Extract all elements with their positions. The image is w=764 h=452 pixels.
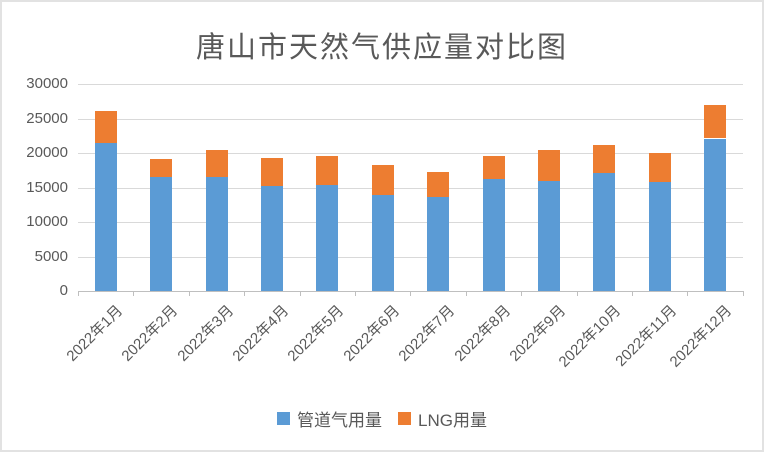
bar-pipeline-gas-2022年11月 <box>648 181 671 291</box>
y-tick-label: 15000 <box>26 178 68 196</box>
legend: 管道气用量 LNG用量 <box>2 406 762 431</box>
axis-tick <box>521 291 523 296</box>
axis-tick <box>632 291 633 296</box>
bar-lng-2022年12月 <box>704 105 727 139</box>
y-tick-label: 0 <box>59 282 68 299</box>
gridline <box>78 153 743 154</box>
gridline <box>78 222 743 223</box>
axis-tick <box>742 291 744 296</box>
axis-tick <box>244 291 246 296</box>
gridline <box>78 118 743 120</box>
gridline <box>78 256 743 258</box>
bar-pipeline-gas-2022年10月 <box>593 173 616 291</box>
bar-pipeline-gas-2022年7月 <box>427 197 450 291</box>
legend-swatch-pipeline-gas <box>277 412 291 425</box>
legend-label-pipeline-gas: 管道气用量 <box>297 411 383 430</box>
bar-lng-2022年9月 <box>537 149 560 181</box>
legend-label-lng: LNG用量 <box>418 411 487 430</box>
bar-lng-2022年2月 <box>150 158 173 178</box>
gridline <box>78 187 743 189</box>
axis-tick <box>355 291 356 296</box>
axis-tick <box>687 291 689 296</box>
axis-tick <box>465 291 467 296</box>
bar-lng-2022年1月 <box>94 110 117 144</box>
bar-pipeline-gas-2022年6月 <box>371 195 394 291</box>
bar-lng-2022年3月 <box>205 149 228 178</box>
y-tick-label: 25000 <box>26 109 68 127</box>
bar-lng-2022年5月 <box>316 155 339 185</box>
bar-pipeline-gas-2022年1月 <box>94 143 117 291</box>
bar-lng-2022年4月 <box>260 157 283 187</box>
bar-pipeline-gas-2022年4月 <box>260 186 283 291</box>
bar-pipeline-gas-2022年3月 <box>205 177 228 291</box>
axis-tick <box>188 291 190 296</box>
bar-lng-2022年8月 <box>482 156 505 179</box>
axis-tick <box>78 291 79 296</box>
y-tick-label: 20000 <box>26 144 68 161</box>
bar-pipeline-gas-2022年12月 <box>704 138 727 291</box>
axis-tick <box>133 291 135 296</box>
y-tick-label: 5000 <box>34 247 68 265</box>
axis-tick <box>299 291 301 296</box>
bar-lng-2022年7月 <box>427 171 450 198</box>
bar-lng-2022年10月 <box>593 145 616 173</box>
chart-title: 唐山市天然气供应量对比图 <box>195 32 568 64</box>
axis-tick <box>410 291 412 296</box>
bar-lng-2022年11月 <box>648 153 671 182</box>
bar-pipeline-gas-2022年9月 <box>537 180 560 291</box>
axis-tick <box>576 291 578 296</box>
y-tick-label: 30000 <box>26 75 68 92</box>
bar-pipeline-gas-2022年5月 <box>316 184 339 291</box>
bar-pipeline-gas-2022年2月 <box>150 177 173 291</box>
bar-pipeline-gas-2022年8月 <box>482 178 505 291</box>
legend-swatch-lng <box>398 412 412 425</box>
bar-lng-2022年6月 <box>371 165 394 196</box>
gridline <box>78 84 743 85</box>
y-tick-label: 10000 <box>26 213 68 230</box>
